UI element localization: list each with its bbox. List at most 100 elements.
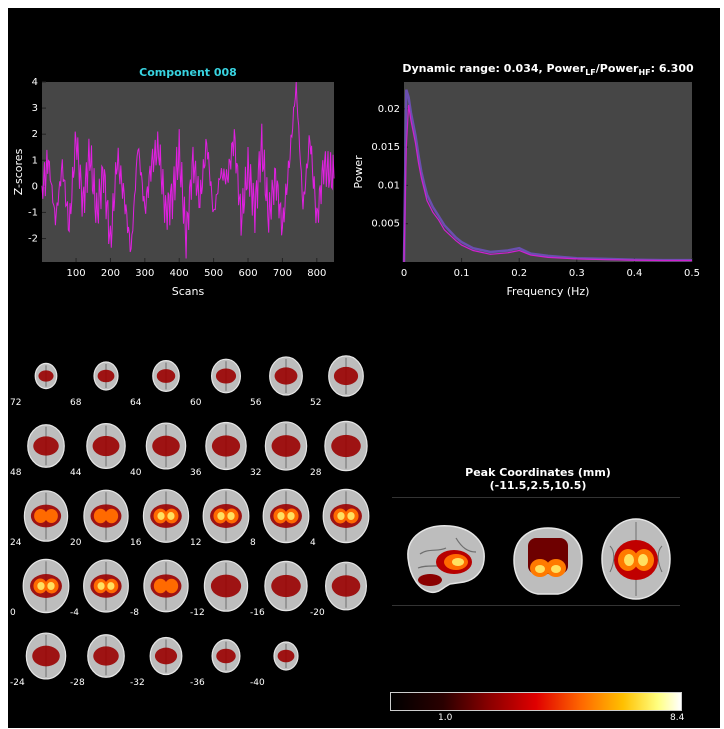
timecourse-xlabel: Scans	[172, 285, 205, 298]
axial-slice	[23, 490, 69, 542]
spectrum-ytick-label: 0.015	[371, 142, 400, 153]
axial-slice	[325, 561, 367, 611]
axial-slice	[86, 423, 126, 469]
axial-slice	[149, 636, 183, 676]
peak-coordinates-title: Peak Coordinates (mm) (-11.5,2.5,10.5)	[388, 466, 688, 492]
axial-slice-label: 40	[130, 468, 142, 478]
axial-slice-label: 48	[10, 468, 22, 478]
axial-slice-label: 4	[310, 538, 316, 548]
timecourse-ytick-label: 3	[32, 103, 38, 114]
axial-slice-label: -20	[310, 608, 325, 618]
axial-slice-label: 0	[10, 608, 16, 618]
axial-slice	[93, 361, 119, 391]
axial-slice-montage: 72 68 64 60 56 52 48 44 40 36 32 28 24 20 16 12 8 4 0 -4 -8-…	[8, 338, 388, 698]
spectrum-ytick-label: 0.02	[378, 104, 400, 115]
spectrum-title-main: Dynamic range: 0.034, Power	[402, 62, 585, 75]
peak-divider-bottom	[392, 605, 680, 606]
spectrum-title-sub-hf: HF	[638, 68, 650, 77]
axial-slice	[211, 639, 241, 673]
spectrum-xtick-label: 0.4	[626, 268, 642, 279]
spectrum-ytick-label: 0.01	[378, 180, 400, 191]
spectrum-chart: Dynamic range: 0.034, PowerLF/PowerHF: 6…	[352, 62, 700, 298]
axial-slice-label: 56	[250, 398, 262, 408]
axial-slice	[83, 559, 129, 613]
timecourse-ytick-label: 4	[32, 77, 38, 88]
spectrum-series-line-1	[403, 104, 692, 263]
axial-slice	[202, 488, 250, 544]
axial-slice-label: 32	[250, 468, 262, 478]
spectrum-title-tail: : 6.300	[651, 62, 694, 75]
peak-coronal-slice	[513, 527, 583, 595]
spectrum-ytick-label: 0.005	[371, 219, 400, 230]
spectrum-series-line-2	[402, 89, 692, 263]
timecourse-ytick-label: -2	[28, 234, 38, 245]
axial-slice-label: 68	[70, 398, 82, 408]
timecourse-xtick-label: 700	[273, 268, 292, 279]
axial-slice-label: 52	[310, 398, 322, 408]
spectrum-xtick-label: 0.5	[684, 268, 700, 279]
axial-slice-label: 28	[310, 468, 322, 478]
axial-slice-label: 12	[190, 538, 202, 548]
axial-slice-label: 16	[130, 538, 142, 548]
spectrum-xtick-label: 0.2	[511, 268, 527, 279]
axial-slice	[145, 422, 187, 470]
axial-slice	[83, 489, 129, 543]
spectrum-xtick-label: 0.1	[454, 268, 470, 279]
axial-slice-label: -40	[250, 678, 265, 688]
timecourse-ytick-label: 2	[32, 129, 38, 140]
axial-slice-label: 24	[10, 538, 22, 548]
axial-slice	[211, 358, 241, 394]
timecourse-title: Component 008	[139, 66, 237, 79]
spectrum-title-slash: /Power	[596, 62, 639, 75]
timecourse-ytick-label: -1	[28, 207, 38, 218]
timecourse-ytick-label: 0	[32, 181, 38, 192]
spectrum-title: Dynamic range: 0.034, PowerLF/PowerHF: 6…	[402, 62, 694, 77]
timecourse-series-line	[41, 81, 335, 259]
axial-slice	[324, 420, 368, 472]
peak-coords-line: (-11.5,2.5,10.5)	[489, 479, 587, 492]
axial-slice-label: 8	[250, 538, 256, 548]
axial-slice	[269, 356, 303, 396]
axial-slice	[87, 634, 125, 678]
timecourse-xtick-label: 300	[135, 268, 154, 279]
axial-slice-label: 60	[190, 398, 202, 408]
timecourse-xtick-label: 100	[67, 268, 86, 279]
peak-sagittal-slice	[407, 525, 485, 594]
axial-slice-label: 72	[10, 398, 22, 408]
axial-slice	[273, 641, 299, 671]
axial-slice-label: -28	[70, 678, 85, 688]
axial-slice-label: 64	[130, 398, 142, 408]
axial-slice	[22, 558, 70, 614]
peak-divider-top	[392, 497, 680, 498]
axial-slice	[34, 362, 58, 390]
spectrum-xlabel: Frequency (Hz)	[507, 285, 590, 298]
axial-slice	[203, 560, 249, 612]
timecourse-plot-area	[42, 82, 334, 262]
axial-slice	[143, 559, 189, 613]
spectrum-plot-area	[404, 82, 692, 262]
spectrum-xtick-label: 0.3	[569, 268, 585, 279]
axial-slice	[142, 489, 190, 543]
axial-slice	[322, 488, 370, 544]
axial-slice	[25, 632, 67, 680]
axial-slice-label: -36	[190, 678, 205, 688]
axial-slice-label: 20	[70, 538, 82, 548]
axial-slice	[205, 421, 247, 471]
peak-title-line: Peak Coordinates (mm)	[465, 466, 611, 479]
axial-slice	[152, 360, 180, 392]
axial-slice	[262, 488, 310, 544]
timecourse-chart: Component 008 Scans Z-scores 100 200 300 40…	[12, 66, 335, 298]
figure: Component 008 Scans Z-scores 100 200 300 40…	[8, 8, 720, 728]
axial-slice	[27, 424, 65, 468]
colorbar	[390, 692, 682, 711]
timecourse-ylabel: Z-scores	[12, 148, 25, 195]
colorbar-max-label: 8.4	[670, 713, 685, 723]
spectrum-ylabel: Power	[352, 155, 365, 189]
axial-slice-label: -16	[250, 608, 265, 618]
colorbar-min-label: 1.0	[438, 713, 453, 723]
spectrum-title-sub-lf: LF	[585, 68, 596, 77]
spectrum-xtick-label: 0	[401, 268, 407, 279]
axial-slice-label: 44	[70, 468, 82, 478]
timecourse-xtick-label: 600	[238, 268, 257, 279]
timecourse-xtick-label: 500	[204, 268, 223, 279]
